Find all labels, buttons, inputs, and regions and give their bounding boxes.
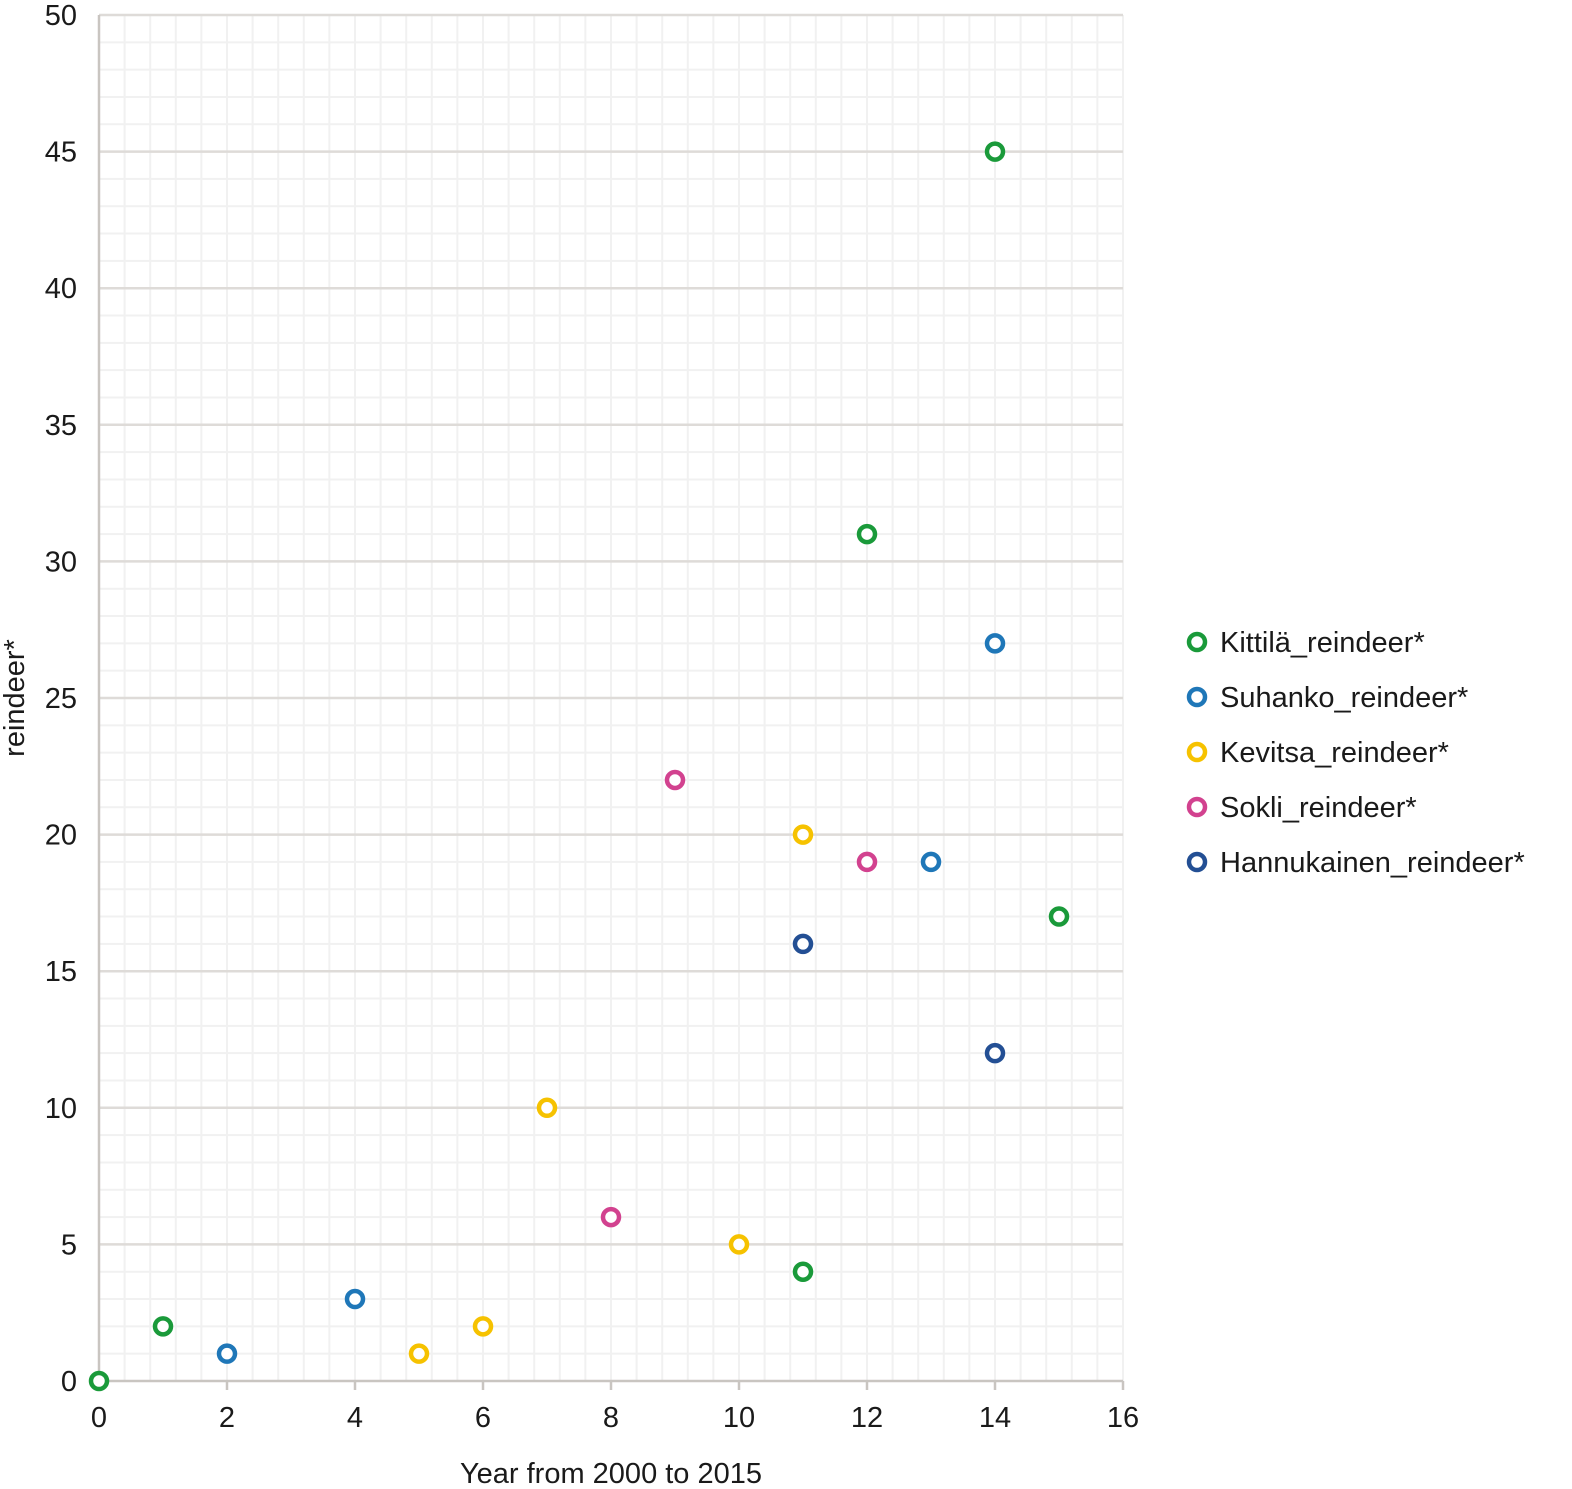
data-point [728,1234,750,1255]
x-tick-label: 8 [603,1402,619,1434]
y-tick-label: 35 [45,410,77,442]
series-sokli-reindeer [600,769,878,1228]
data-points [88,141,1070,1392]
legend-marker-icon [1186,851,1208,873]
legend-marker-icon [1186,741,1208,763]
data-point [600,1206,622,1228]
x-tick-label: 2 [219,1402,235,1434]
data-point [88,1370,110,1392]
x-axis-title: Year from 2000 to 2015 [460,1458,762,1489]
legend-marker-icon [1186,796,1208,818]
y-tick-label: 10 [45,1093,77,1125]
y-tick-label: 5 [61,1229,77,1261]
x-tick-label: 14 [979,1402,1011,1434]
legend-label: Hannukainen_reindeer* [1220,847,1525,879]
legend-label: Kevitsa_reindeer* [1220,737,1449,769]
y-axis-title: reindeer* [0,639,31,757]
data-point [664,769,686,791]
data-point [344,1288,366,1310]
data-point [856,523,878,545]
legend-label: Sokli_reindeer* [1220,792,1417,824]
legend-item: Kevitsa_reindeer* [1186,737,1449,769]
data-point [792,933,814,955]
y-axis-ticks: 0 5 10 15 20 25 30 35 40 45 50 [45,0,77,1398]
y-tick-label: 50 [45,0,77,32]
data-point [856,851,878,873]
legend-item: Kittilä_reindeer* [1186,627,1425,659]
x-tick-label: 12 [851,1402,883,1434]
series-hannukainen-reindeer [792,933,1006,1064]
legend-marker-icon [1186,686,1208,708]
data-point [216,1343,238,1364]
data-point [536,1097,558,1119]
x-tick-label: 16 [1107,1402,1139,1434]
data-point [152,1316,174,1337]
y-tick-label: 15 [45,956,77,988]
x-tick-label: 10 [723,1402,755,1434]
series-kittil-reindeer [88,141,1070,1392]
x-tick-label: 0 [91,1402,107,1434]
legend-label: Kittilä_reindeer* [1220,627,1425,659]
data-point [1048,906,1070,927]
series-kevitsa-reindeer [408,824,814,1364]
data-point [984,633,1006,654]
y-tick-label: 0 [61,1366,77,1398]
legend-label: Suhanko_reindeer* [1220,682,1468,714]
data-point [472,1316,494,1337]
x-axis-ticks: 0 2 4 6 8 10 12 14 16 [91,1381,1139,1434]
x-tick-label: 4 [347,1402,363,1434]
data-point [984,141,1006,162]
legend: Kittilä_reindeer* Suhanko_reindeer* Kevits… [1186,627,1525,879]
data-point [792,1261,814,1282]
y-tick-label: 20 [45,820,77,852]
data-point [408,1343,430,1364]
legend-item: Suhanko_reindeer* [1186,682,1468,714]
legend-marker-icon [1186,631,1208,653]
legend-item: Hannukainen_reindeer* [1186,847,1525,879]
y-tick-label: 25 [45,683,77,715]
legend-item: Sokli_reindeer* [1186,792,1417,824]
y-tick-label: 45 [45,137,77,169]
data-point [920,851,942,873]
y-tick-label: 30 [45,546,77,578]
x-tick-label: 6 [475,1402,491,1434]
series-suhanko-reindeer [216,633,1006,1364]
y-tick-label: 40 [45,273,77,305]
data-point [792,824,814,845]
data-point [984,1042,1006,1064]
major-gridlines [99,13,1123,1246]
